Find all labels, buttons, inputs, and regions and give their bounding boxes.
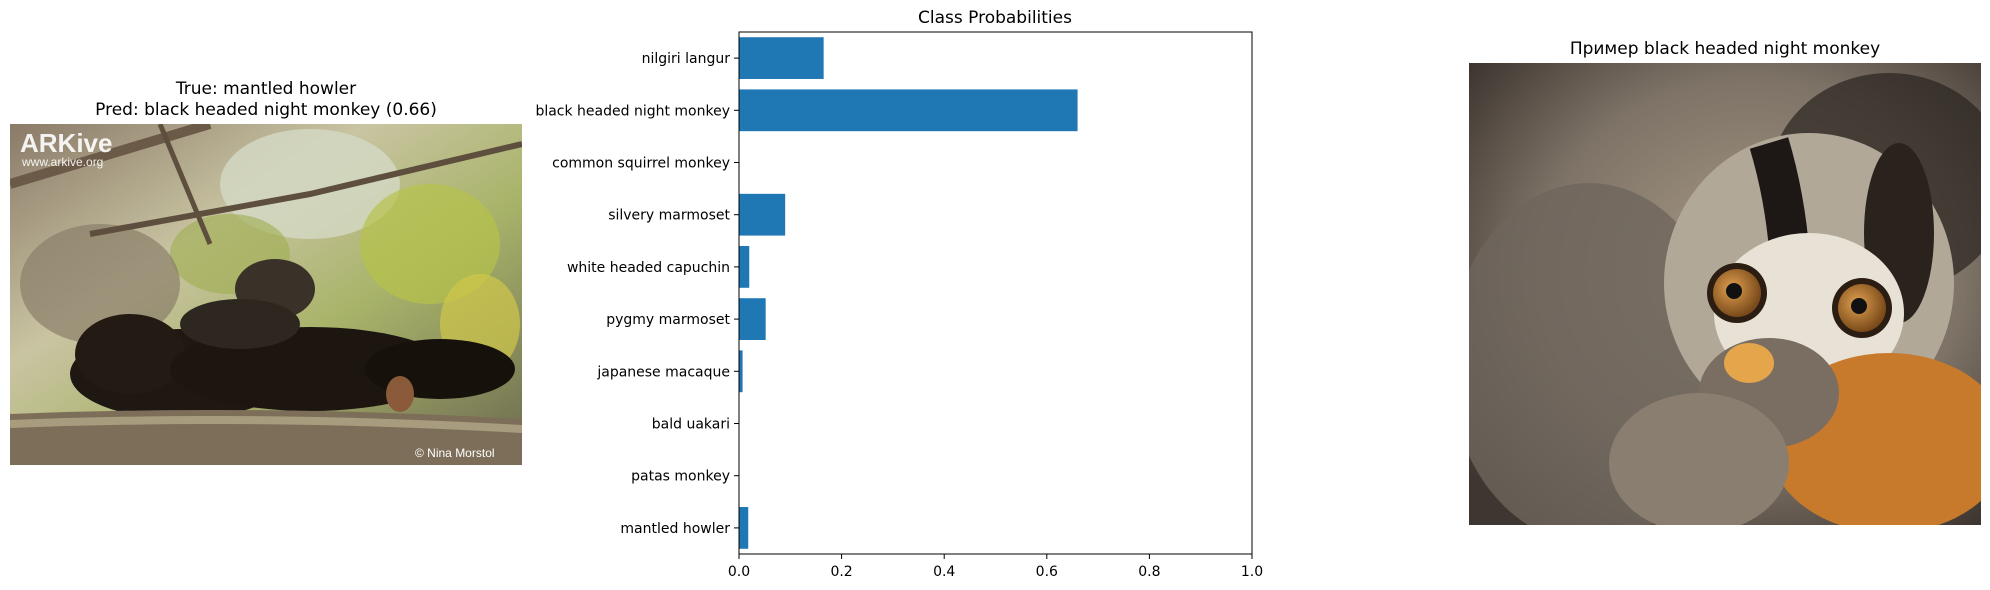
- bar-nilgiri-langur: [739, 37, 824, 79]
- y-tick-label: nilgiri langur: [642, 51, 731, 67]
- mantled-howler-photo: ARKive www.arkive.org © Nina Morstol: [10, 124, 522, 465]
- x-tick-label: 0.4: [933, 564, 955, 580]
- photo-copyright: © Nina Morstol: [415, 446, 495, 460]
- plot-frame: [738, 31, 1253, 555]
- right-title: Пример black headed night monkey: [1569, 39, 1881, 59]
- left-title-line1: True: mantled howler: [175, 79, 357, 99]
- y-tick-label: bald uakari: [652, 417, 730, 433]
- bar-white-headed-capuchin: [739, 246, 750, 288]
- y-tick-label: pygmy marmoset: [606, 312, 730, 328]
- x-tick-label: 0.6: [1036, 564, 1058, 580]
- y-tick-label: white headed capuchin: [567, 260, 730, 276]
- y-tick-label: japanese macaque: [596, 364, 730, 380]
- black-headed-night-monkey-photo: [1469, 63, 1981, 525]
- y-tick-label: silvery marmoset: [608, 208, 730, 224]
- chart-title: Class Probabilities: [918, 8, 1072, 28]
- bar-japanese-macaque: [739, 350, 743, 393]
- x-tick-label: 0.2: [830, 564, 852, 580]
- y-ticks: mantled howler patas monkey bald uakari jap…: [535, 51, 739, 537]
- y-tick-label: common squirrel monkey: [552, 156, 730, 172]
- x-tick-label: 0.0: [728, 564, 750, 580]
- bars-layer: [739, 37, 1078, 549]
- arkive-watermark-url: www.arkive.org: [21, 155, 103, 169]
- bar-silvery-marmoset: [739, 193, 786, 236]
- x-tick-label: 0.8: [1138, 564, 1160, 580]
- bar-mantled-howler: [739, 507, 749, 549]
- bar-pygmy-marmoset: [739, 298, 766, 340]
- y-tick-label: mantled howler: [620, 521, 730, 537]
- arkive-watermark-logo: ARKive: [20, 128, 112, 158]
- x-tick-label: 1.0: [1241, 564, 1263, 580]
- y-tick-label: black headed night monkey: [535, 103, 730, 119]
- x-ticks: 0.0 0.2 0.4 0.6 0.8 1.0: [728, 554, 1263, 580]
- y-tick-label: patas monkey: [631, 469, 730, 485]
- left-title-line2: Pred: black headed night monkey (0.66): [95, 100, 437, 120]
- bar-black-headed-night-monkey: [739, 89, 1078, 132]
